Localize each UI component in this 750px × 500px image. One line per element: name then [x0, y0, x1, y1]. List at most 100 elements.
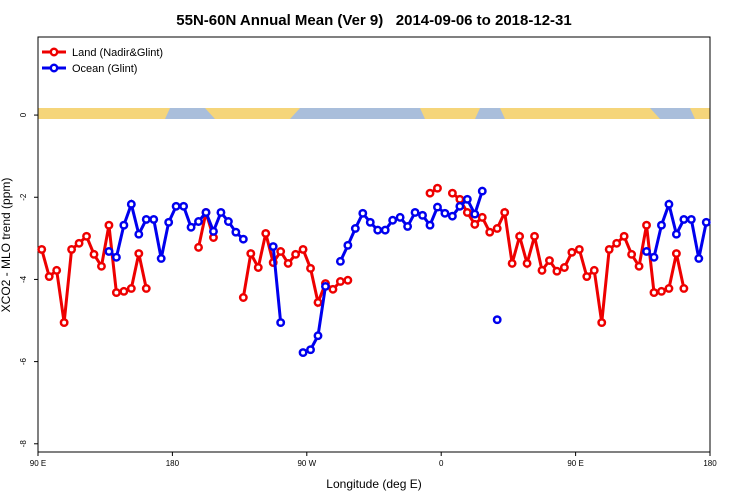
data-point — [455, 194, 465, 204]
x-tick-label: 90 E — [30, 459, 46, 468]
data-point — [134, 229, 144, 239]
data-point — [283, 258, 293, 268]
data-point — [134, 249, 144, 258]
data-point — [657, 220, 666, 230]
data-point — [335, 256, 345, 266]
data-point — [522, 258, 532, 268]
data-point — [291, 249, 301, 259]
data-point — [545, 256, 554, 265]
data-point — [313, 331, 323, 341]
data-point — [74, 238, 84, 248]
data-point — [82, 231, 91, 241]
data-point — [194, 217, 203, 226]
data-point — [492, 315, 502, 325]
data-point — [186, 222, 196, 232]
data-point — [492, 224, 502, 233]
data-point — [649, 252, 659, 262]
data-point — [306, 345, 315, 355]
data-point — [298, 348, 308, 358]
data-point — [477, 186, 487, 196]
data-point — [455, 201, 465, 211]
data-point — [462, 194, 472, 204]
data-point — [179, 201, 189, 211]
data-point — [67, 244, 77, 254]
data-point — [89, 249, 99, 259]
data-point — [612, 238, 622, 248]
legend-marker — [49, 63, 59, 73]
data-point — [507, 258, 517, 268]
data-point — [164, 217, 174, 227]
data-point — [574, 244, 584, 254]
x-tick-label: 180 — [703, 459, 717, 468]
data-point — [335, 277, 345, 286]
data-point — [141, 284, 151, 293]
data-point — [559, 263, 569, 272]
data-point — [104, 247, 114, 256]
data-point — [634, 261, 644, 271]
data-point — [627, 249, 637, 259]
legend-marker — [49, 47, 59, 57]
data-point — [209, 226, 218, 236]
data-point — [231, 227, 241, 237]
data-point — [343, 240, 353, 250]
data-point — [388, 215, 398, 225]
y-tick-label: -6 — [19, 358, 28, 366]
data-point — [365, 217, 375, 227]
data-point — [119, 220, 129, 230]
data-point — [111, 288, 121, 298]
data-point — [447, 211, 457, 221]
data-point — [395, 212, 405, 222]
data-point — [604, 244, 614, 254]
data-point — [194, 242, 203, 252]
data-point — [679, 284, 689, 293]
data-point — [201, 208, 211, 217]
data-point — [642, 220, 651, 230]
data-point — [44, 272, 54, 281]
data-point — [582, 272, 592, 281]
data-point — [500, 208, 510, 217]
y-tick-label: -8 — [19, 440, 28, 448]
series-line — [108, 190, 708, 354]
chart-title: 55N-60N Annual Mean (Ver 9) 2014-09-06 t… — [176, 12, 571, 29]
data-point — [425, 220, 435, 230]
data-point — [671, 229, 681, 239]
data-point — [37, 244, 47, 254]
data-point — [350, 224, 360, 233]
data-point — [52, 265, 62, 275]
data-point — [111, 252, 121, 262]
data-point — [410, 208, 420, 217]
data-point — [477, 212, 487, 222]
data-point — [403, 221, 413, 231]
data-point — [686, 214, 696, 224]
data-point — [619, 231, 629, 241]
map-strip — [38, 108, 710, 119]
data-point — [485, 227, 495, 237]
data-point — [321, 281, 330, 291]
data-point — [104, 220, 114, 230]
data-point — [589, 265, 599, 275]
data-point — [380, 225, 390, 235]
legend-label: Land (Nadir&Glint) — [72, 47, 163, 59]
data-point — [515, 231, 525, 241]
data-point — [373, 225, 383, 235]
data-point — [156, 254, 166, 263]
data-point — [425, 188, 435, 198]
data-point — [253, 263, 263, 272]
plot-frame — [37, 36, 711, 453]
data-point — [328, 284, 338, 294]
x-axis-label: Longitude (deg E) — [326, 477, 421, 491]
data-point — [671, 249, 681, 258]
data-point — [343, 275, 353, 285]
y-tick-label: -2 — [19, 193, 28, 201]
data-point — [664, 284, 674, 293]
data-point — [447, 188, 457, 198]
data-point — [238, 234, 248, 244]
data-point — [440, 208, 450, 218]
data-point — [306, 263, 315, 273]
data-point — [298, 244, 308, 254]
ocean-strip — [38, 108, 710, 119]
y-tick-label: 0 — [19, 112, 28, 117]
x-tick-label: 90 E — [567, 459, 583, 468]
